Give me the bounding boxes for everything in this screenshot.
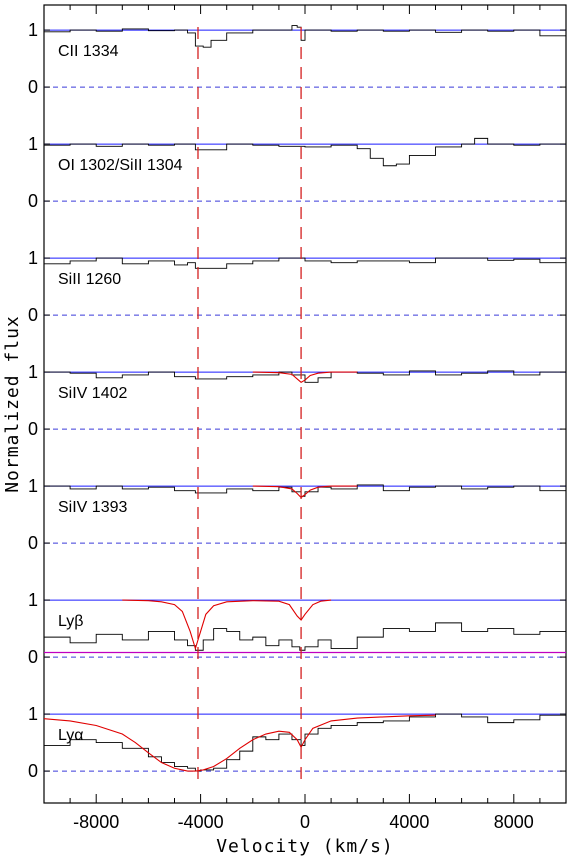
y-axis-title: Normalized flux: [2, 315, 23, 493]
x-tick-label: 8000: [494, 812, 534, 832]
panel-label: SiIV 1402: [58, 385, 127, 402]
y-tick-label: 0: [28, 761, 38, 781]
y-tick-label: 1: [28, 362, 38, 382]
spectrum-line: [44, 257, 567, 269]
panel-label: SiII 1260: [58, 271, 121, 288]
y-tick-label: 1: [28, 248, 38, 268]
x-tick-label: -4000: [178, 812, 224, 832]
y-tick-label: 0: [28, 305, 38, 325]
reference-velocity-markers: [197, 27, 302, 783]
y-tick-label: 1: [28, 20, 38, 40]
y-tick-label: 0: [28, 77, 38, 97]
y-tick-label: 1: [28, 590, 38, 610]
panel-label: Lyβ: [58, 613, 84, 630]
spectrum-line: [44, 370, 567, 383]
y-tick-label: 1: [28, 134, 38, 154]
panel-label: OI 1302/SiII 1304: [58, 157, 183, 174]
model-fit-line: [252, 371, 358, 384]
x-tick-label: 4000: [389, 812, 429, 832]
y-tick-label: 0: [28, 191, 38, 211]
y-tick-label: 0: [28, 533, 38, 553]
spectrum-line: [44, 713, 567, 772]
panel-5: Lyβ 0 1: [28, 590, 567, 667]
panels-layer: CII 1334 0 1 OI 1302/SiII 1304 0 1 SiII 1260 0 1…: [28, 20, 567, 781]
panel-1: OI 1302/SiII 1304 0 1: [28, 134, 567, 211]
y-tick-label: 1: [28, 704, 38, 724]
y-tick-label: 0: [28, 419, 38, 439]
panel-6: Lyα 0 1: [28, 704, 567, 781]
model-fit-line: [122, 599, 332, 651]
x-tick-label: 0: [300, 812, 310, 832]
panel-4: SiIV 1393 0 1: [28, 476, 567, 553]
panel-3: SiIV 1402 0 1: [28, 362, 567, 439]
x-axis: -8000 -4000 0 4000 8000: [43, 5, 567, 832]
model-fit-line: [43, 714, 436, 772]
y-tick-label: 0: [28, 647, 38, 667]
spectrum-line: [44, 622, 567, 651]
y-tick-label: 1: [28, 476, 38, 496]
x-axis-title: Velocity (km/s): [216, 836, 394, 857]
spectrum-line: [44, 484, 567, 497]
x-tick-label: -8000: [73, 812, 119, 832]
panel-label: SiIV 1393: [58, 499, 127, 516]
panel-0: CII 1334 0 1: [28, 20, 567, 97]
spectrum-line: [44, 25, 567, 48]
panel-2: SiII 1260 0 1: [28, 248, 567, 325]
spectrum-line: [44, 137, 567, 167]
plot-frame: [43, 4, 567, 804]
panel-label: Lyα: [58, 727, 84, 744]
panel-label: CII 1334: [58, 43, 119, 60]
model-fit-line: [252, 485, 358, 499]
